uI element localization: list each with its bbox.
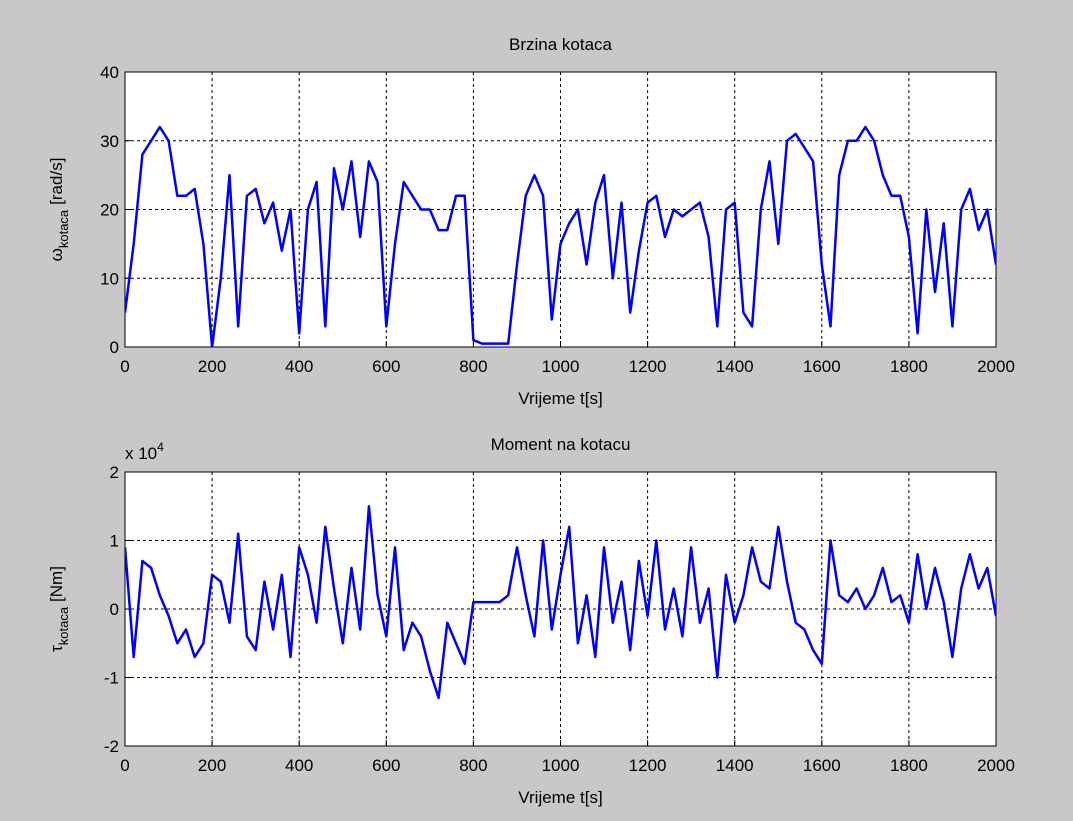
chart-title: Moment na kotacu [491,435,631,454]
x-tick-label: 0 [120,756,129,775]
y-label-symbol: τ [47,645,66,652]
y-tick-label: -2 [104,737,119,756]
y-axis-label: τkotaca [Nm] [47,566,71,652]
x-tick-label: 600 [372,357,400,376]
y-tick-label: 30 [100,132,119,151]
chart-panel: Moment na kotacu Vrijeme t[s] 0 200 400 600 80… [47,435,1015,807]
x-tick-label: 1800 [890,357,928,376]
x-tick-label: 1600 [803,357,841,376]
x-tick-label: 1400 [716,756,754,775]
scale-exponent: 4 [157,440,164,454]
y-axis-label: ωkotaca [rad/s] [47,158,71,262]
x-tick-label: 200 [198,357,226,376]
y-label-symbol: ω [47,248,66,261]
x-tick-label: 1200 [629,756,667,775]
chart-title: Brzina kotaca [509,35,613,54]
x-tick-label: 800 [459,756,487,775]
x-tick-label: 200 [198,756,226,775]
x-tick-label: 1800 [890,756,928,775]
x-tick-label: 2000 [977,357,1015,376]
y-tick-label: 0 [110,600,119,619]
x-tick-label: 600 [372,756,400,775]
axis-scale-label: x 104 [125,440,164,463]
y-label-subscript: kotaca [56,606,71,645]
y-label-subscript: kotaca [56,209,71,248]
y-label-unit: [Nm] [47,566,66,602]
axis-frame [124,71,997,348]
y-tick-label: -1 [104,669,119,688]
x-tick-label: 400 [285,756,313,775]
x-tick-label: 2000 [977,756,1015,775]
x-tick-label: 400 [285,357,313,376]
y-label-unit: [rad/s] [47,158,66,205]
y-tick-label: 1 [110,532,119,551]
series-group [125,125,996,347]
x-tick-label: 1400 [716,357,754,376]
y-tick-label: 40 [100,63,119,82]
scale-base: x 10 [125,444,157,463]
x-axis-label: Vrijeme t[s] [518,389,602,408]
x-tick-label: 800 [459,357,487,376]
y-tick-label: 2 [110,463,119,482]
x-tick-label: 1000 [542,756,580,775]
x-tick-label: 1200 [629,357,667,376]
data-line [125,125,996,347]
y-tick-label: 10 [100,269,119,288]
data-line [125,505,996,700]
series-group [125,505,996,700]
x-tick-label: 1600 [803,756,841,775]
y-tick-label: 20 [100,201,119,220]
y-tick-label: 0 [110,338,119,357]
x-tick-label: 0 [120,357,129,376]
x-axis-label: Vrijeme t[s] [518,788,602,807]
x-tick-label: 1000 [542,357,580,376]
